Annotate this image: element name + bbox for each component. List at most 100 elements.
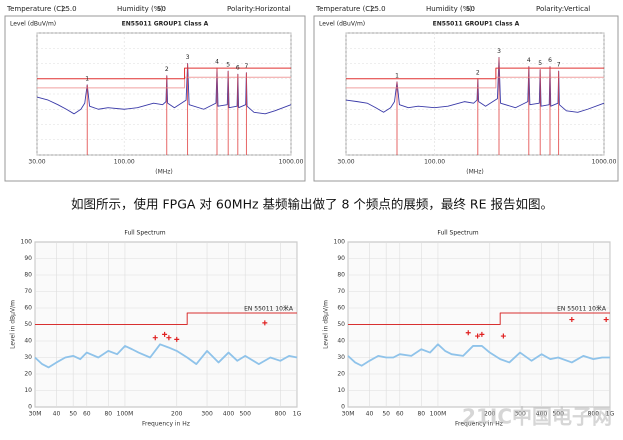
marker-label: 6 (236, 65, 240, 72)
y-tick-label: 50 (24, 321, 32, 328)
header-value: Vertical (564, 5, 590, 13)
watermark: 21IC中国电子网 (462, 405, 612, 429)
x-tick-label: 400 (536, 411, 548, 418)
x-tick-label: 50 (69, 411, 77, 418)
x-tick-label: 1G (606, 411, 615, 418)
marker-cross (152, 335, 158, 341)
y-tick-label: 80 (24, 272, 32, 279)
marker-cross (166, 335, 172, 341)
marker-label: 1 (85, 75, 89, 82)
x-tick-label: 100M (117, 411, 134, 418)
header-label: Temperature (C): (6, 5, 66, 13)
series-line (35, 312, 297, 325)
y-axis-label: Level (dBuV/m) (319, 21, 365, 28)
y-tick-label: 70 (337, 288, 345, 295)
marker-label: 3 (186, 54, 190, 61)
x-tick-label: 40 (53, 411, 61, 418)
x-tick-label: 30M (342, 411, 355, 418)
x-axis-label: (MHz) (155, 169, 173, 176)
y-tick-label: 70 (24, 288, 32, 295)
marker-label: 5 (538, 60, 542, 67)
header-value: 25.0 (61, 5, 77, 13)
x-tick-label: 80 (417, 411, 425, 418)
marker-cross (465, 330, 471, 336)
x-tick-label: 400 (223, 411, 235, 418)
line-label: EN 55011 10米A (244, 304, 294, 312)
x-tick-label: 1000.00 (279, 159, 304, 166)
marker-cross (603, 317, 609, 323)
y-tick-label: 60 (337, 305, 345, 312)
y-tick-label: 20 (337, 371, 345, 378)
x-axis-label: Frequency in Hz (142, 421, 190, 428)
x-tick-label: 800 (588, 411, 600, 418)
marker-label: 4 (527, 57, 531, 64)
series-line (36, 63, 292, 115)
marker-label: 2 (476, 69, 480, 76)
y-tick-label: 10 (24, 387, 32, 394)
chart-title: EN55011 GROUP1 Class A (433, 21, 520, 28)
marker-cross (569, 317, 575, 323)
series-line (37, 67, 291, 80)
series-line (34, 343, 298, 369)
chart-title: Full Spectrum (124, 230, 165, 237)
x-tick-label: 100M (430, 411, 447, 418)
header-label: Polarity: (536, 5, 564, 13)
x-tick-label: 100.00 (114, 159, 135, 166)
chart-title: Full Spectrum (437, 230, 478, 237)
x-tick-label: 300 (514, 411, 526, 418)
y-tick-label: 0 (341, 404, 345, 411)
caption: 如图所示，使用 FPGA 对 60MHz 基频输出做了 8 个频点的展频，最终 … (71, 197, 553, 212)
line-label: EN 55011 10米A (557, 304, 607, 312)
marker-cross (162, 331, 168, 337)
marker-cross (479, 331, 485, 337)
y-tick-label: 50 (337, 321, 345, 328)
marker-label: 1 (395, 72, 399, 79)
header-value: Horizontal (255, 5, 291, 13)
chart-title: EN55011 GROUP1 Class A (122, 21, 209, 28)
x-tick-label: 200 (171, 411, 183, 418)
series-line (347, 343, 610, 367)
header-label: Polarity: (227, 5, 255, 13)
y-tick-label: 60 (24, 305, 32, 312)
header-value: 50 (157, 5, 166, 13)
y-tick-label: 0 (28, 404, 32, 411)
y-tick-label: 30 (24, 354, 32, 361)
header-label: Temperature (C): (315, 5, 375, 13)
x-tick-label: 200 (484, 411, 496, 418)
x-tick-label: 300 (201, 411, 213, 418)
x-tick-label: 1000.00 (592, 159, 617, 166)
y-tick-label: 90 (24, 255, 32, 262)
y-axis-label: Level (dBuV/m) (10, 21, 56, 28)
marker-label: 7 (244, 63, 248, 70)
marker-label: 3 (497, 48, 501, 55)
y-tick-label: 10 (337, 387, 345, 394)
x-tick-label: 500 (552, 411, 564, 418)
marker-label: 4 (215, 59, 219, 66)
marker-label: 2 (165, 66, 169, 73)
y-tick-label: 100 (21, 239, 33, 246)
x-tick-label: 40 (366, 411, 374, 418)
x-tick-label: 500 (239, 411, 251, 418)
marker-label: 7 (557, 62, 561, 69)
header-value: 50 (466, 5, 475, 13)
y-tick-label: 20 (24, 371, 32, 378)
x-tick-label: 80 (104, 411, 112, 418)
series-line (348, 312, 610, 325)
y-tick-label: 30 (337, 354, 345, 361)
y-axis-label: Level in dBµV/m (323, 300, 330, 349)
x-tick-label: 60 (83, 411, 91, 418)
header-label: Humidity (%): (117, 5, 165, 13)
x-tick-label: 50 (382, 411, 390, 418)
x-axis-label: Frequency in Hz (455, 421, 503, 428)
x-tick-label: 30.00 (28, 159, 45, 166)
x-tick-label: 60 (396, 411, 404, 418)
y-axis-label: Level in dBµV/m (10, 300, 17, 349)
x-tick-label: 100.00 (424, 159, 445, 166)
plot-area (36, 32, 292, 156)
y-tick-label: 80 (337, 272, 345, 279)
marker-label: 5 (226, 62, 230, 69)
marker-cross (475, 333, 481, 339)
x-axis-label: (MHz) (466, 169, 484, 176)
